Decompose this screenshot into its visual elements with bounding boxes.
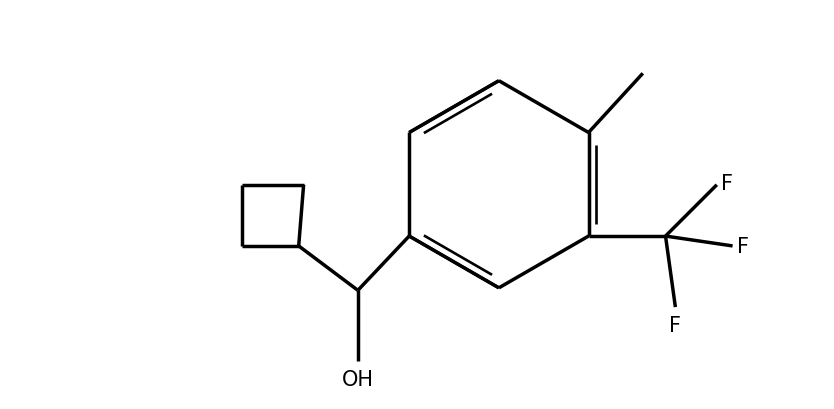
Text: F: F — [721, 173, 733, 193]
Text: F: F — [736, 236, 749, 256]
Text: F: F — [670, 315, 681, 335]
Text: OH: OH — [342, 369, 374, 389]
